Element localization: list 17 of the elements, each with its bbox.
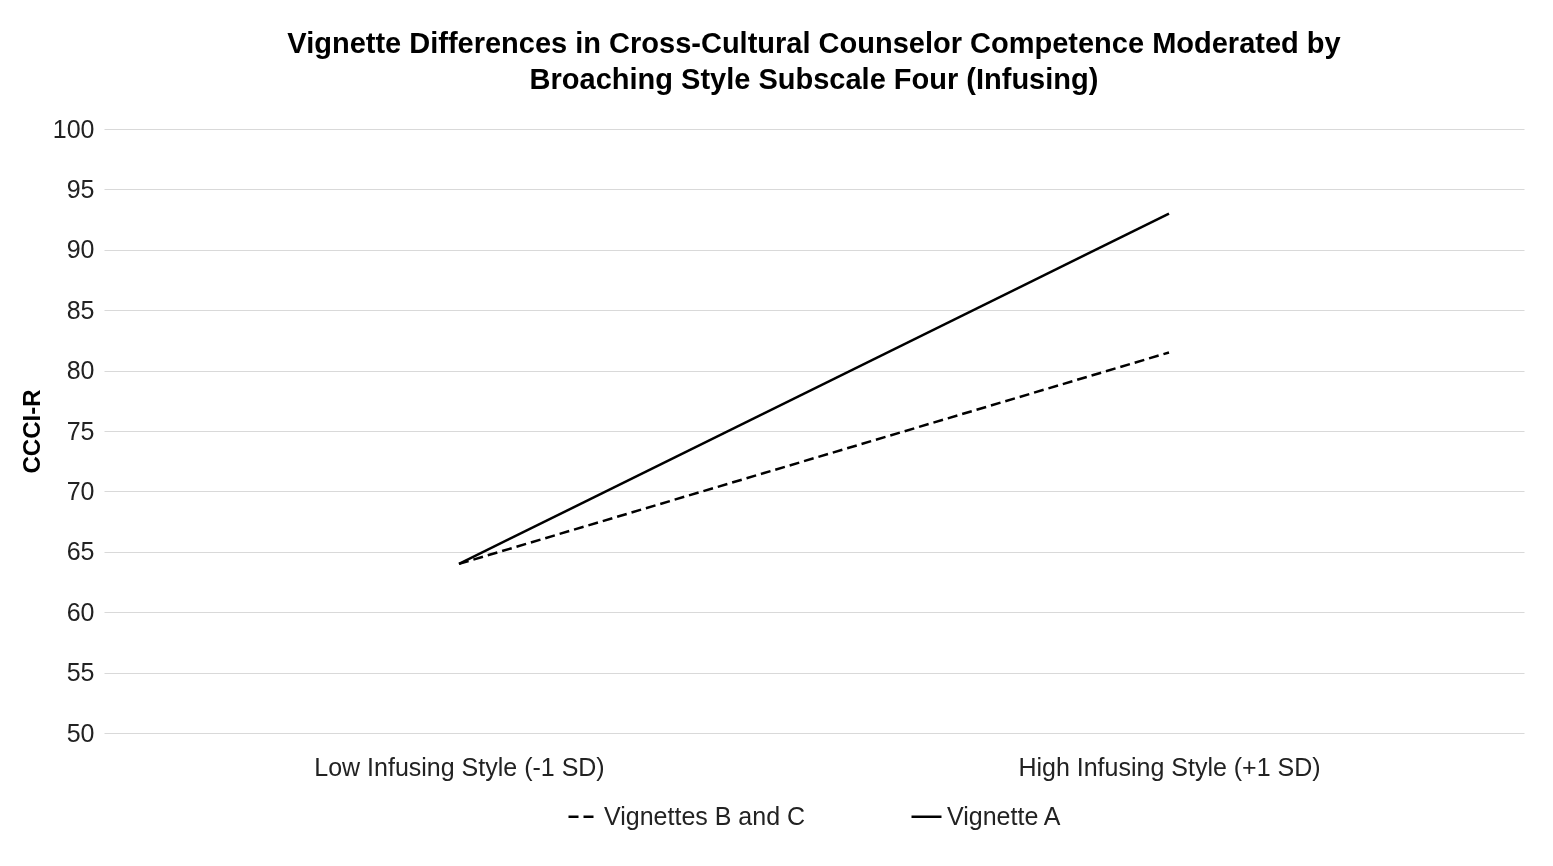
y-tick-label: 80 xyxy=(66,356,95,385)
legend-label: Vignettes B and C xyxy=(604,801,806,830)
legend-label: Vignette A xyxy=(947,801,1061,830)
y-tick-label: 90 xyxy=(66,235,95,264)
x-tick-label: Low Infusing Style (-1 SD) xyxy=(314,752,605,781)
y-axis-title: CCCI-R xyxy=(17,389,45,474)
y-tick-label: 55 xyxy=(66,658,95,687)
y-tick-label: 75 xyxy=(66,416,95,445)
y-tick-label: 100 xyxy=(52,114,95,143)
y-tick-label: 60 xyxy=(66,597,95,626)
y-tick-label: 65 xyxy=(66,537,95,566)
y-tick-label: 85 xyxy=(66,295,95,324)
y-tick-label: 95 xyxy=(66,174,95,203)
chart-title: Vignette Differences in Cross-Cultural Counselor Competence Moderated by Broaching Style Subscale Four (Infusing) xyxy=(287,27,1341,95)
x-tick-label: High Infusing Style (+1 SD) xyxy=(1018,752,1321,781)
y-tick-label: 50 xyxy=(66,718,95,747)
y-tick-label: 70 xyxy=(66,476,95,505)
